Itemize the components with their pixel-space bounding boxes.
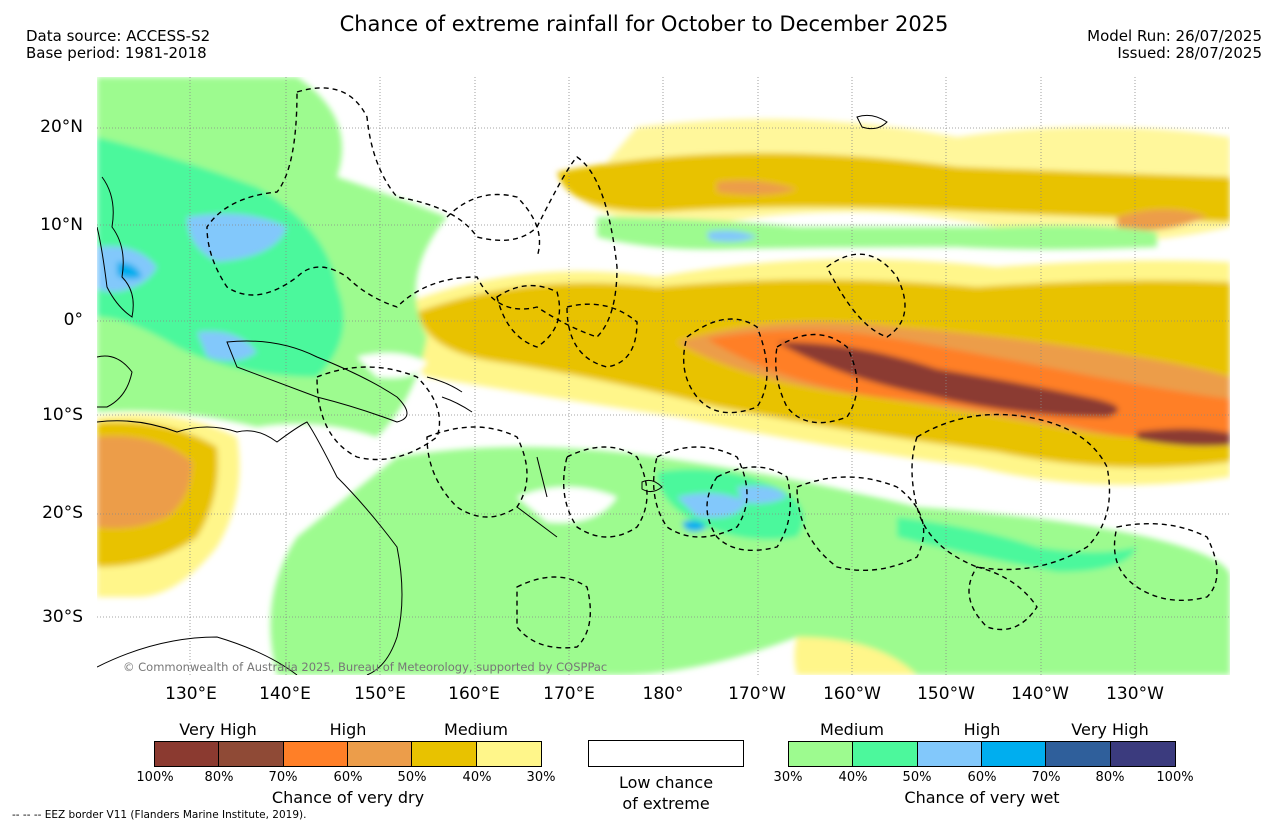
- map-credit: © Commonwealth of Australia 2025, Bureau…: [123, 660, 607, 674]
- australia-coast: [97, 420, 403, 675]
- hawaii: [856, 114, 888, 130]
- dry-swatch-1: [219, 742, 284, 766]
- issued-label: Issued: 28/07/2025: [1117, 44, 1262, 62]
- lon-label-170w: 170°W: [728, 684, 786, 704]
- philippines-coast: [97, 176, 134, 318]
- base-period-label: Base period: 1981-2018: [26, 44, 207, 62]
- lat-label-0: 0°: [63, 310, 83, 330]
- lon-label-140w: 140°W: [1011, 684, 1069, 704]
- lon-label-180: 180°: [642, 684, 684, 704]
- wet-swatch-1: [853, 742, 918, 766]
- wet-very-high-label: Very High: [1071, 720, 1149, 739]
- wet-swatch-2: [917, 742, 982, 766]
- dry-pct-30: 30%: [526, 770, 556, 785]
- low-chance-label-2: of extreme: [622, 794, 710, 813]
- dry-pct-80: 80%: [204, 770, 234, 785]
- lon-label-130w: 130°W: [1106, 684, 1164, 704]
- wet-pct-100: 100%: [1156, 770, 1194, 785]
- wet-pct-50: 50%: [902, 770, 932, 785]
- wet-50-west: [97, 213, 287, 361]
- eez-kiribati-line: [682, 253, 906, 424]
- dry-colorbar: [154, 741, 542, 767]
- wet-pct-30: 30%: [773, 770, 803, 785]
- solomon-islands: [426, 376, 473, 413]
- lon-label-160e: 160°E: [448, 684, 500, 704]
- low-chance-label-1: Low chance: [618, 773, 714, 792]
- wet-medium-label: Medium: [820, 720, 884, 739]
- lat-label-10s: 10°S: [42, 405, 83, 425]
- new-guinea-coast: [226, 340, 408, 423]
- fiji: [641, 479, 663, 493]
- wet-swatch-4: [1046, 742, 1111, 766]
- lon-label-160w: 160°W: [823, 684, 881, 704]
- wet-30-south: [270, 447, 1230, 675]
- wet-pct-70: 70%: [1031, 770, 1061, 785]
- lon-label-150w: 150°W: [917, 684, 975, 704]
- dry-pct-70: 70%: [268, 770, 298, 785]
- lat-label-20n: 20°N: [40, 117, 83, 137]
- dry-pct-60: 60%: [333, 770, 363, 785]
- vanuatu: [536, 456, 548, 498]
- new-caledonia: [516, 506, 558, 538]
- rainfall-fields: [97, 77, 1230, 675]
- model-run-label: Model Run: 26/07/2025: [1087, 27, 1262, 45]
- eez-vanuatu-fiji: [426, 426, 648, 538]
- eez-micronesia: [206, 87, 618, 338]
- dry-swatch-4: [412, 742, 477, 766]
- lat-label-30s: 30°S: [42, 607, 83, 627]
- eez-tonga-samoa: [652, 446, 792, 552]
- eez-cook-french-poly: [796, 413, 1111, 631]
- dry-60-west: [97, 436, 192, 529]
- dry-high-label: High: [329, 720, 367, 739]
- lat-label-10n: 10°N: [40, 215, 83, 235]
- dry-very-high-label: Very High: [179, 720, 257, 739]
- eez-png-solomons: [316, 366, 441, 461]
- wet-high-label: High: [963, 720, 1001, 739]
- dry-medium-label: Medium: [444, 720, 508, 739]
- wet-swatch-3: [982, 742, 1047, 766]
- wet-colorbar: [788, 741, 1176, 767]
- borneo-coast: [97, 355, 133, 408]
- eez-nauru-kiribati: [496, 284, 638, 368]
- map-title: Chance of extreme rainfall for October t…: [339, 12, 949, 36]
- eez-borders: [206, 87, 1218, 649]
- wet-pct-80: 80%: [1095, 770, 1125, 785]
- wet-50-north-spot: [707, 230, 757, 242]
- lon-label-140e: 140°E: [259, 684, 311, 704]
- wet-swatch-0: [789, 742, 854, 766]
- rainfall-map: © Commonwealth of Australia 2025, Bureau…: [97, 77, 1230, 675]
- dry-60-north-spots: [717, 180, 1207, 231]
- dry-swatch-0: [155, 742, 220, 766]
- wet-pct-60: 60%: [967, 770, 997, 785]
- lat-label-20s: 20°S: [42, 503, 83, 523]
- dry-pct-100: 100%: [136, 770, 174, 785]
- dry-swatch-3: [348, 742, 413, 766]
- wet-pct-40: 40%: [838, 770, 868, 785]
- low-chance-1: [357, 353, 917, 523]
- dry-40-north-band: [557, 153, 1230, 222]
- wet-50-south: [677, 485, 787, 518]
- dry-swatch-5: [476, 742, 541, 766]
- dry-swatch-2: [283, 742, 348, 766]
- lon-label-170e: 170°E: [543, 684, 595, 704]
- dry-legend-label: Chance of very dry: [271, 788, 425, 807]
- dry-80-equator: [777, 342, 1230, 447]
- wet-60-south: [682, 520, 707, 532]
- map-svg: © Commonwealth of Australia 2025, Bureau…: [97, 77, 1230, 675]
- lon-label-150e: 150°E: [354, 684, 406, 704]
- graticule: [97, 77, 1230, 675]
- coastlines: [97, 114, 888, 675]
- dry-pct-50: 50%: [397, 770, 427, 785]
- wet-legend-label: Chance of very wet: [904, 788, 1060, 807]
- eez-footnote: -- -- -- EEZ border V11 (Flanders Marine…: [12, 809, 307, 821]
- dry-pct-40: 40%: [462, 770, 492, 785]
- eez-pitcairn: [1113, 523, 1218, 602]
- eez-nz-kermadec: [516, 576, 592, 649]
- lon-label-130e: 130°E: [165, 684, 217, 704]
- low-chance-swatch: [588, 740, 744, 767]
- data-source-label: Data source: ACCESS-S2: [26, 27, 211, 45]
- eez-marshall: [446, 193, 541, 258]
- wet-swatch-5: [1110, 742, 1175, 766]
